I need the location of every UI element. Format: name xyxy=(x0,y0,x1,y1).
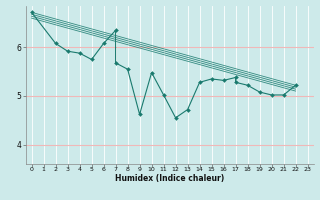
X-axis label: Humidex (Indice chaleur): Humidex (Indice chaleur) xyxy=(115,174,224,183)
